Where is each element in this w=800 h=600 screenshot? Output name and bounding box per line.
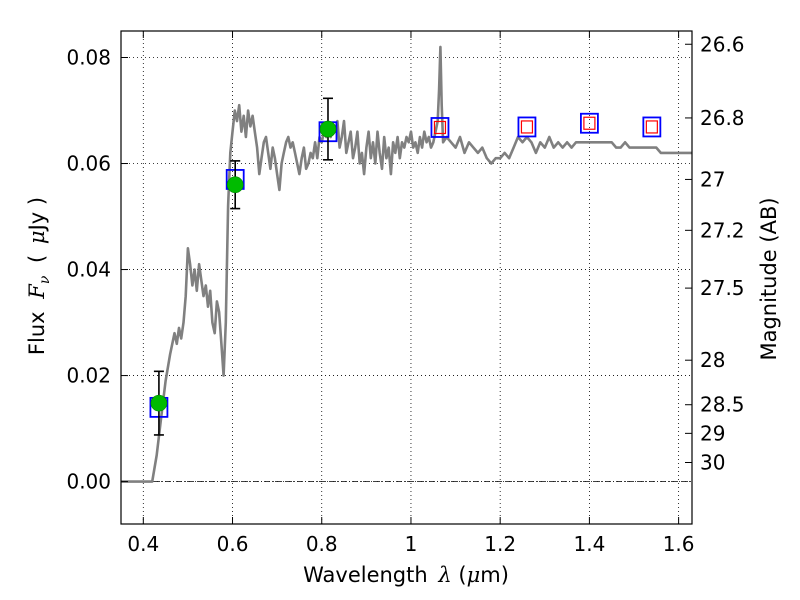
- model-flux-square: [430, 117, 450, 138]
- x-axis-unit-mu: μ: [467, 563, 481, 587]
- x-axis-unit-rest: m): [480, 563, 509, 587]
- model-spectrum-layer: [121, 45, 692, 483]
- detection-point: [319, 120, 337, 138]
- axis-ticks: 0.4 0.6 0.8 1 1.2 1.4 1.6 0.00 0.02 0.04 0.06 0.08 2…: [66, 31, 745, 556]
- y-tick-label: 0.02: [66, 364, 111, 388]
- y-tick-label: 0.00: [66, 470, 111, 494]
- y-axis-symbol: F: [25, 283, 49, 300]
- right-tick-label: 28.5: [700, 393, 745, 417]
- model-flux-square: [517, 116, 537, 138]
- y-axis-label: Flux Fν ( μJy ): [25, 197, 53, 355]
- x-tick-label: 0.4: [127, 532, 159, 556]
- model-flux-square: [579, 112, 599, 134]
- model-spectrum-line: [121, 45, 692, 483]
- right-tick-label: 27.2: [700, 218, 745, 242]
- detection-point: [150, 394, 168, 412]
- photometry-layer: [149, 97, 662, 436]
- x-tick-label: 1.2: [484, 532, 516, 556]
- x-tick-label: 1: [405, 532, 418, 556]
- plot-frame: [120, 30, 693, 525]
- x-tick-label: 0.8: [306, 532, 338, 556]
- right-tick-label: 28: [700, 348, 725, 372]
- right-axis-label: Magnitude (AB): [757, 197, 781, 360]
- y-axis-label-text: Flux: [25, 311, 49, 355]
- y-tick-label: 0.04: [66, 258, 111, 282]
- y-axis-unit-open: (: [25, 255, 49, 263]
- upper-limit-square: [520, 120, 534, 134]
- right-tick-label: 26.8: [700, 106, 745, 130]
- x-tick-label: 0.6: [217, 532, 249, 556]
- right-tick-label: 26.6: [700, 32, 745, 56]
- x-axis-unit-open: (: [458, 563, 466, 587]
- x-axis-symbol: λ: [437, 563, 451, 587]
- upper-limit-square: [433, 120, 447, 135]
- y-axis-unit-mu: μ: [25, 230, 49, 244]
- right-tick-label: 27.5: [700, 276, 745, 300]
- model-flux-square: [642, 116, 662, 138]
- y-axis-unit-rest: Jy ): [25, 197, 49, 233]
- y-tick-label: 0.08: [66, 46, 111, 70]
- y-axis-subscript: ν: [37, 275, 53, 284]
- x-axis-label: Wavelength λ (μm): [303, 563, 509, 587]
- x-axis-label-text: Wavelength: [303, 563, 428, 587]
- y-tick-label: 0.06: [66, 152, 111, 176]
- right-tick-label: 30: [700, 451, 725, 475]
- x-tick-label: 1.4: [573, 532, 605, 556]
- upper-limit-square: [645, 120, 658, 134]
- grid: [121, 31, 692, 524]
- right-tick-label: 27: [700, 167, 725, 191]
- right-tick-label: 29: [700, 421, 725, 445]
- upper-limit-square: [583, 116, 596, 130]
- detection-point: [226, 176, 244, 194]
- x-tick-label: 1.6: [663, 532, 695, 556]
